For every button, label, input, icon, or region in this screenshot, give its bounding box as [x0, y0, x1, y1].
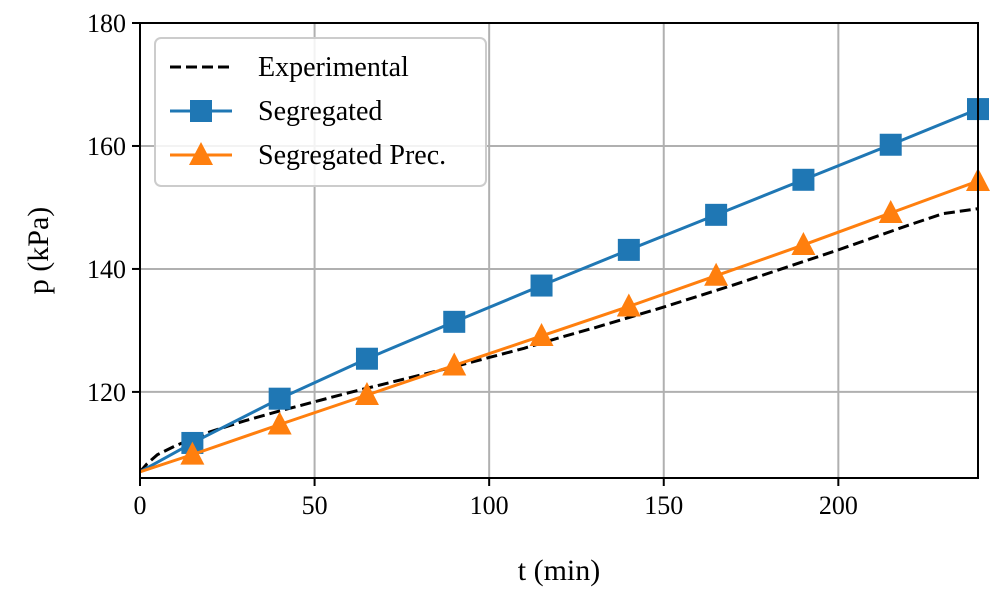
- data-point: [616, 293, 641, 317]
- data-point: [617, 238, 640, 261]
- data-point: [791, 231, 816, 255]
- legend-item: Segregated: [170, 96, 382, 127]
- data-point: [530, 274, 553, 297]
- axis-ticks: 0 50 100 150 200 120 140 160 180: [87, 9, 858, 520]
- y-axis-label: p (kPa): [22, 207, 55, 294]
- y-tick-label: 160: [87, 132, 126, 161]
- y-tick-label: 120: [87, 378, 126, 407]
- data-point: [268, 387, 291, 410]
- legend-label: Segregated: [258, 96, 382, 127]
- legend-item: Experimental: [170, 52, 409, 83]
- data-point: [354, 381, 379, 405]
- legend-item: Segregated Prec.: [170, 140, 446, 171]
- data-point: [878, 199, 903, 223]
- x-tick-label: 150: [644, 491, 683, 520]
- legend-label: Segregated Prec.: [258, 140, 446, 171]
- series-1: [140, 98, 989, 474]
- data-point: [704, 262, 729, 286]
- legend-label: Experimental: [258, 52, 409, 83]
- legend: Experimental Segregated Segregated Prec.: [154, 37, 487, 187]
- x-tick-label: 50: [302, 491, 328, 520]
- data-point: [442, 352, 467, 376]
- series-0: [140, 207, 978, 473]
- legend-box: [154, 37, 487, 187]
- series-2: [140, 168, 990, 474]
- data-point: [792, 168, 815, 191]
- y-tick-label: 180: [87, 9, 126, 38]
- x-tick-label: 200: [819, 491, 858, 520]
- data-point: [529, 322, 554, 346]
- data-point: [180, 441, 205, 465]
- data-point: [705, 203, 728, 226]
- legend-marker: [189, 142, 213, 165]
- data-point: [443, 310, 466, 333]
- x-tick-label: 100: [470, 491, 509, 520]
- series-layer: [140, 98, 990, 474]
- x-tick-label: 0: [134, 491, 147, 520]
- y-tick-label: 140: [87, 255, 126, 284]
- data-point: [267, 411, 292, 435]
- series-line: [140, 207, 978, 473]
- data-point: [355, 347, 378, 370]
- series-line: [140, 179, 978, 474]
- plot-frame: [139, 22, 979, 479]
- data-point: [879, 133, 902, 156]
- legend-marker: [190, 100, 212, 122]
- x-axis-label: t (min): [518, 554, 601, 587]
